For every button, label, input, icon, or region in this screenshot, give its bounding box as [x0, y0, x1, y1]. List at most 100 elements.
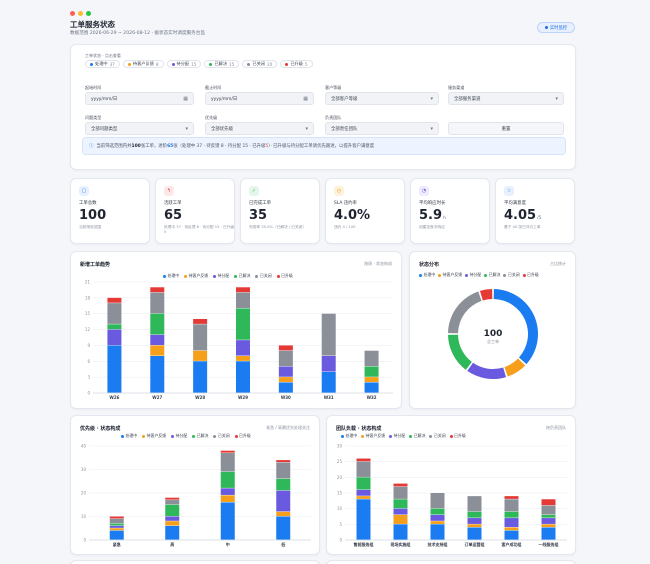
donut-slice[interactable]: [504, 358, 526, 377]
bar-segment[interactable]: [276, 460, 291, 463]
legend-item[interactable]: 已升级: [522, 272, 539, 278]
filter-select[interactable]: 全部服务渠道 ▾: [448, 92, 564, 105]
filter-select[interactable]: 全部问题类型 ▾: [85, 122, 194, 135]
bar-segment[interactable]: [150, 292, 165, 314]
bar-segment[interactable]: [150, 356, 165, 393]
legend-item[interactable]: 待客户反馈: [438, 272, 462, 278]
legend-item[interactable]: 已关闭: [255, 273, 272, 279]
legend-item[interactable]: 已解决: [192, 433, 208, 439]
bar-segment[interactable]: [467, 527, 482, 540]
bar-segment[interactable]: [541, 505, 556, 515]
bar-segment[interactable]: [541, 514, 556, 518]
donut-slice[interactable]: [467, 362, 507, 379]
bar-segment[interactable]: [356, 496, 371, 499]
bar-segment[interactable]: [109, 525, 124, 528]
legend-item[interactable]: 待客户反馈: [142, 433, 166, 439]
bar-segment[interactable]: [467, 518, 482, 524]
bar-segment[interactable]: [430, 493, 445, 509]
legend-item[interactable]: 待分配: [213, 273, 229, 279]
bar-segment[interactable]: [150, 287, 165, 293]
bar-segment[interactable]: [278, 345, 293, 351]
donut-slice[interactable]: [448, 334, 472, 370]
bar-segment[interactable]: [220, 450, 235, 453]
bar-segment[interactable]: [504, 518, 519, 528]
donut-slice[interactable]: [448, 291, 482, 334]
legend-item[interactable]: 已解决: [234, 273, 250, 279]
bar-segment[interactable]: [321, 313, 336, 356]
legend-item[interactable]: 已解决: [484, 272, 500, 278]
bar-segment[interactable]: [109, 518, 124, 524]
date-input[interactable]: yyyy/mm/日 ▦: [205, 92, 314, 105]
bar-segment[interactable]: [236, 340, 250, 356]
bar-segment[interactable]: [393, 524, 408, 540]
legend-item[interactable]: 已升级: [234, 433, 251, 439]
bar-segment[interactable]: [276, 516, 291, 540]
donut-slice[interactable]: [479, 289, 493, 301]
donut-slice[interactable]: [493, 289, 538, 365]
legend-item[interactable]: 待客户反馈: [184, 273, 208, 279]
bar-segment[interactable]: [393, 499, 408, 509]
live-monitor-button[interactable]: 实时监控: [537, 22, 575, 33]
bar-segment[interactable]: [278, 366, 293, 377]
maximize-dot-icon[interactable]: [86, 11, 91, 16]
bar-segment[interactable]: [278, 377, 293, 383]
bar-segment[interactable]: [276, 511, 291, 517]
bar-segment[interactable]: [541, 499, 556, 506]
bar-segment[interactable]: [504, 499, 519, 512]
bar-segment[interactable]: [467, 524, 482, 528]
legend-item[interactable]: 已关闭: [503, 272, 520, 278]
bar-segment[interactable]: [107, 324, 122, 330]
bar-segment[interactable]: [236, 308, 250, 340]
bar-segment[interactable]: [220, 453, 235, 472]
bar-segment[interactable]: [220, 488, 235, 495]
bar-segment[interactable]: [109, 523, 124, 526]
status-chip[interactable]: 已关闭 20: [242, 60, 278, 68]
bar-segment[interactable]: [430, 521, 445, 524]
bar-segment[interactable]: [150, 345, 165, 356]
legend-item[interactable]: 待分配: [171, 433, 187, 439]
bar-segment[interactable]: [107, 329, 122, 346]
status-chip[interactable]: 待客户反馈 8: [122, 60, 164, 68]
bar-segment[interactable]: [364, 382, 379, 393]
bar-segment[interactable]: [430, 524, 445, 540]
bar-segment[interactable]: [150, 313, 165, 335]
bar-segment[interactable]: [321, 356, 336, 372]
bar-segment[interactable]: [236, 292, 250, 309]
bar-segment[interactable]: [278, 350, 293, 367]
bar-segment[interactable]: [165, 521, 180, 526]
bar-segment[interactable]: [356, 489, 371, 496]
bar-segment[interactable]: [236, 361, 250, 393]
bar-segment[interactable]: [430, 508, 445, 515]
bar-segment[interactable]: [356, 499, 371, 540]
date-input[interactable]: yyyy/mm/日 ▦: [85, 92, 194, 105]
bar-segment[interactable]: [236, 356, 250, 361]
bar-segment[interactable]: [356, 458, 371, 462]
bar-segment[interactable]: [165, 500, 180, 505]
bar-segment[interactable]: [193, 350, 208, 361]
bar-segment[interactable]: [504, 496, 519, 499]
legend-item[interactable]: 已升级: [449, 433, 466, 439]
bar-segment[interactable]: [430, 514, 445, 521]
legend-item[interactable]: 已升级: [276, 273, 293, 279]
legend-item[interactable]: 处理中: [121, 433, 137, 439]
filter-select[interactable]: 全部客户等级 ▾: [325, 92, 439, 105]
status-chip[interactable]: 处理中 37: [85, 60, 120, 68]
close-dot-icon[interactable]: [70, 11, 75, 16]
legend-item[interactable]: 处理中: [419, 272, 435, 278]
bar-segment[interactable]: [356, 477, 371, 490]
bar-segment[interactable]: [109, 516, 124, 519]
bar-segment[interactable]: [541, 527, 556, 540]
legend-item[interactable]: 已关闭: [213, 433, 230, 439]
bar-segment[interactable]: [321, 371, 336, 393]
bar-segment[interactable]: [107, 345, 122, 393]
bar-segment[interactable]: [276, 490, 291, 512]
legend-item[interactable]: 已关闭: [429, 433, 446, 439]
legend-item[interactable]: 处理中: [163, 273, 179, 279]
bar-segment[interactable]: [107, 303, 122, 324]
bar-segment[interactable]: [467, 496, 482, 512]
bar-segment[interactable]: [356, 461, 371, 477]
bar-segment[interactable]: [393, 508, 408, 515]
bar-segment[interactable]: [150, 334, 165, 346]
bar-segment[interactable]: [504, 511, 519, 518]
bar-segment[interactable]: [220, 495, 235, 502]
